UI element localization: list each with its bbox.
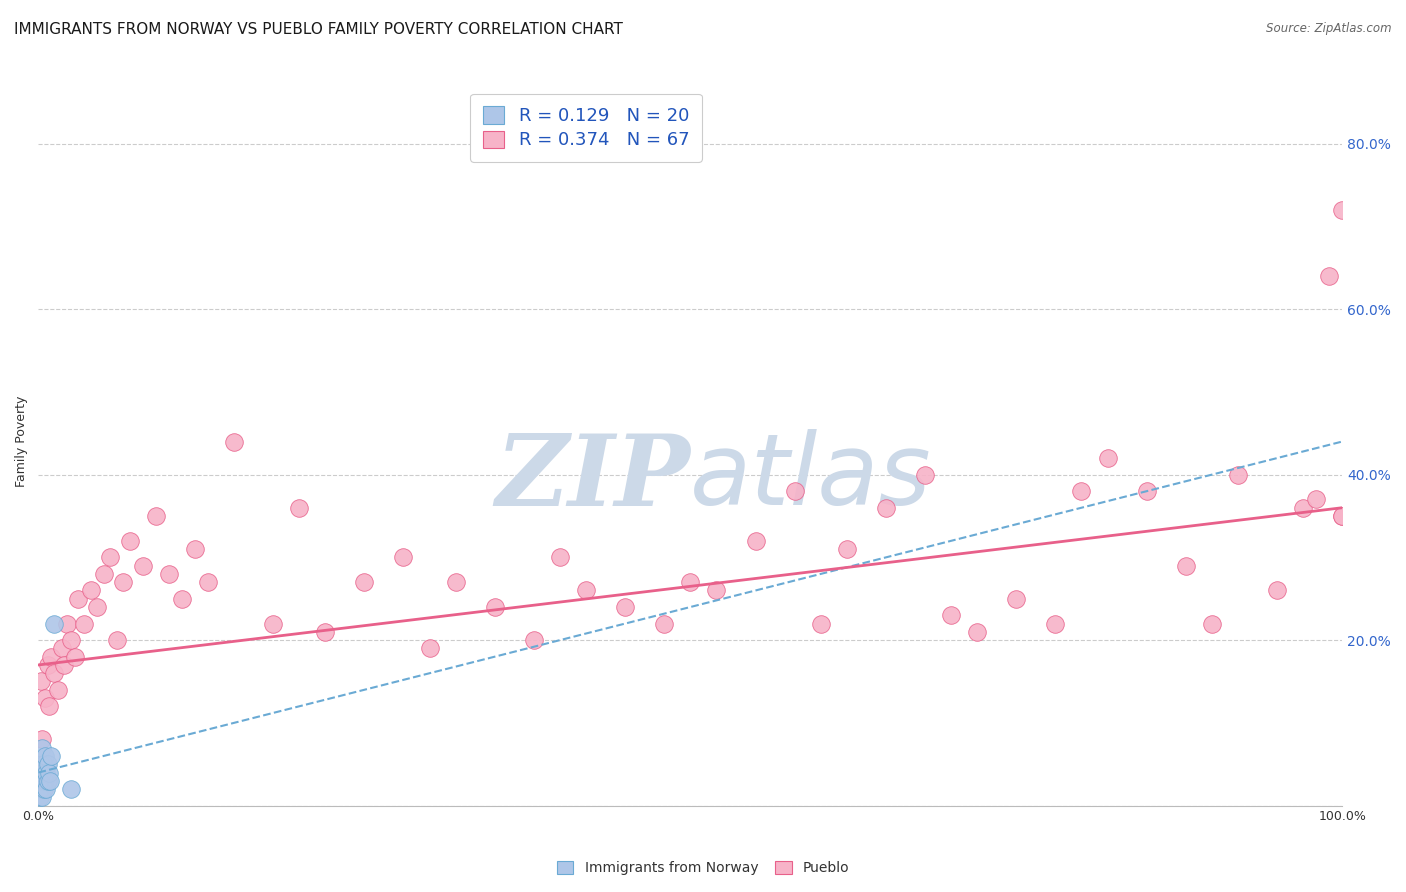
Legend: R = 0.129   N = 20, R = 0.374   N = 67: R = 0.129 N = 20, R = 0.374 N = 67 [470,94,702,162]
Point [35,765,58,780]
Point [30,782,52,797]
Point [1070,484,1092,499]
Point [66,591,89,606]
Point [548,550,571,565]
Point [53,657,76,672]
Point [42,666,65,681]
Point [1226,467,1249,482]
Point [1201,616,1223,631]
Point [145,508,167,523]
Point [34,749,56,764]
Point [1292,500,1315,515]
Point [46,682,69,697]
Point [86,600,108,615]
Point [73,616,96,631]
Point [105,633,128,648]
Text: IMMIGRANTS FROM NORWAY VS PUEBLO FAMILY POVERTY CORRELATION CHART: IMMIGRANTS FROM NORWAY VS PUEBLO FAMILY … [14,22,623,37]
Point [353,575,375,590]
Point [939,608,962,623]
Point [37,757,59,772]
Point [34,773,56,788]
Point [523,633,546,648]
Point [35,782,58,797]
Point [30,674,52,689]
Point [484,600,506,615]
Point [783,484,806,499]
Point [706,583,728,598]
Point [744,533,766,548]
Point [1265,583,1288,598]
Point [31,740,53,755]
Point [31,765,53,780]
Point [32,757,55,772]
Point [392,550,415,565]
Text: atlas: atlas [690,429,932,526]
Point [60,633,83,648]
Point [56,616,79,631]
Point [314,624,336,639]
Point [1331,508,1354,523]
Point [32,782,55,797]
Text: Source: ZipAtlas.com: Source: ZipAtlas.com [1267,22,1392,36]
Point [34,691,56,706]
Point [1097,451,1119,466]
Point [39,773,62,788]
Point [419,641,441,656]
Point [835,542,858,557]
Point [51,641,73,656]
Point [79,583,101,598]
Point [652,616,675,631]
Point [28,790,51,805]
Point [444,575,467,590]
Point [614,600,637,615]
Point [575,583,598,598]
Point [37,773,59,788]
Point [222,434,245,449]
Point [1331,508,1354,523]
Point [184,542,207,557]
Point [1331,202,1354,217]
Point [41,749,63,764]
Point [1174,558,1197,573]
Point [118,533,141,548]
Point [262,616,284,631]
Y-axis label: Family Poverty: Family Poverty [15,396,28,487]
Point [914,467,936,482]
Point [38,699,60,714]
Point [60,782,83,797]
Point [810,616,832,631]
Point [28,773,51,788]
Point [679,575,702,590]
Point [1005,591,1028,606]
Point [1305,492,1327,507]
Point [31,790,53,805]
Point [1045,616,1067,631]
Point [37,657,59,672]
Point [288,500,311,515]
Point [132,558,155,573]
Point [112,575,135,590]
Point [31,732,53,747]
Point [42,616,65,631]
Text: ZIP: ZIP [495,430,690,526]
Legend: Immigrants from Norway, Pueblo: Immigrants from Norway, Pueblo [551,855,855,880]
Point [93,566,115,581]
Point [157,566,180,581]
Point [1136,484,1159,499]
Point [1317,268,1340,283]
Point [38,765,60,780]
Point [63,649,86,664]
Point [197,575,219,590]
Point [41,649,63,664]
Point [170,591,193,606]
Point [30,757,52,772]
Point [98,550,121,565]
Point [966,624,988,639]
Point [875,500,897,515]
